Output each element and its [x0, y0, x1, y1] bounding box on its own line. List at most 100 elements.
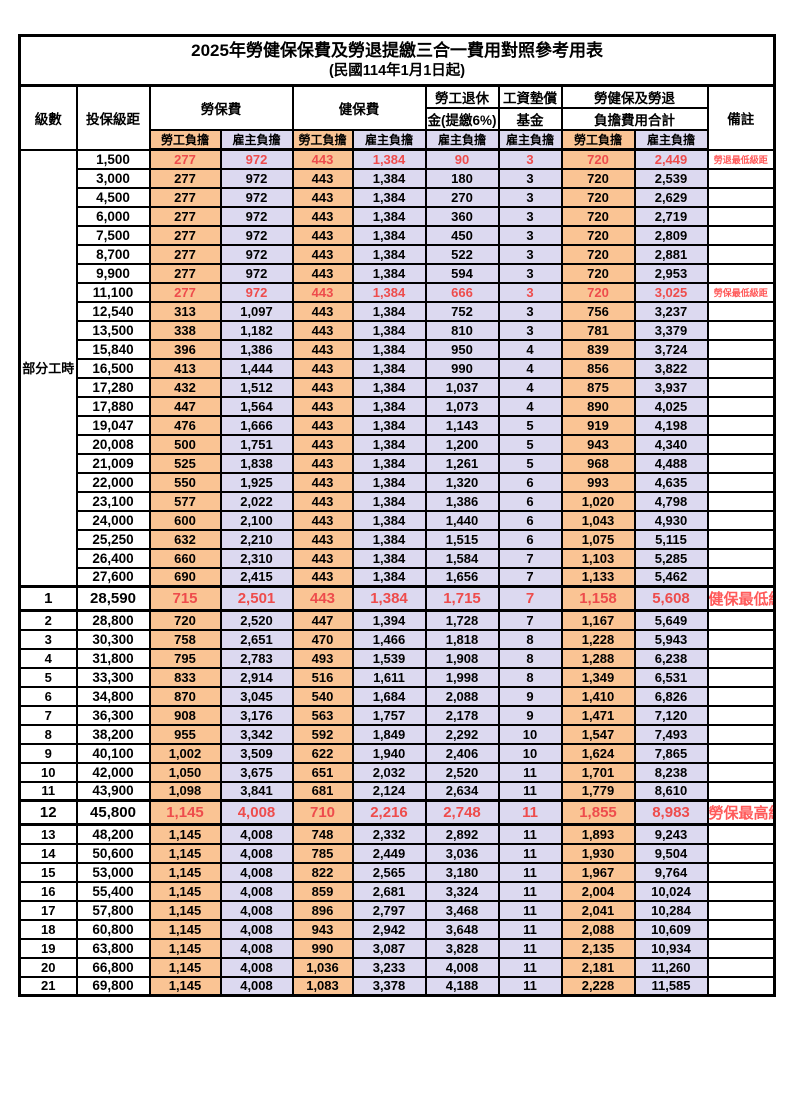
- total-employer-cell: 9,243: [633, 823, 709, 845]
- total-employee-cell: 720: [560, 281, 636, 303]
- health-employee-cell: 443: [291, 243, 354, 265]
- bracket-cell: 6,000: [75, 205, 151, 227]
- total-employer-cell: 8,610: [633, 780, 709, 802]
- health-employer-cell: 1,384: [351, 319, 427, 341]
- bracket-cell: 31,800: [75, 647, 151, 669]
- remark-cell: 健保最低級距: [706, 585, 776, 612]
- pension-employer-cell: 2,520: [424, 761, 500, 783]
- pension-employer-cell: 1,715: [424, 585, 500, 612]
- table-row: 7,500 277 972 443 1,384 450 3 720 2,809: [20, 224, 776, 246]
- fund-employer-cell: 4: [497, 357, 563, 379]
- total-employer-cell: 4,488: [633, 452, 709, 474]
- subheader-labor-employer: 雇主負擔: [219, 129, 294, 151]
- health-employer-cell: 1,611: [351, 666, 427, 688]
- total-employee-cell: 2,088: [560, 918, 636, 940]
- health-employee-cell: 493: [291, 647, 354, 669]
- level-cell: 4: [18, 647, 78, 669]
- table-row: 16 55,400 1,145 4,008 859 2,681 3,324 11 2,004 10…: [18, 880, 776, 902]
- table-row: 17,880 447 1,564 443 1,384 1,073 4 890 4,025: [20, 395, 776, 417]
- table-row: 3,000 277 972 443 1,384 180 3 720 2,539: [20, 167, 776, 189]
- labor-employer-cell: 4,008: [219, 937, 294, 959]
- group-label-cell: 部分工時: [18, 148, 78, 588]
- labor-employee-cell: 1,145: [148, 975, 222, 997]
- remark-cell: 勞保最高級距: [706, 799, 776, 826]
- pension-employer-cell: 752: [424, 300, 500, 322]
- health-employer-cell: 1,384: [351, 281, 427, 303]
- header-row-3: 勞工負擔 雇主負擔 勞工負擔 雇主負擔 雇主負擔 雇主負擔 勞工負擔 雇主負擔: [20, 129, 775, 151]
- remark-cell: [706, 186, 776, 208]
- table-row: 23,100 577 2,022 443 1,384 1,386 6 1,020 4,798: [20, 490, 776, 512]
- labor-employee-cell: 277: [148, 243, 222, 265]
- labor-employer-cell: 3,045: [219, 685, 294, 707]
- health-employer-cell: 2,216: [351, 799, 427, 826]
- labor-employer-cell: 972: [219, 243, 294, 265]
- remark-cell: [706, 899, 776, 921]
- remark-cell: [706, 628, 776, 650]
- total-employee-cell: 720: [560, 262, 636, 284]
- level-cell: 12: [18, 799, 78, 826]
- table-row: 22,000 550 1,925 443 1,384 1,320 6 993 4,635: [20, 471, 776, 493]
- total-employer-cell: 9,504: [633, 842, 709, 864]
- health-employee-cell: 990: [291, 937, 354, 959]
- pension-employer-cell: 450: [424, 224, 500, 246]
- level-cell: 3: [18, 628, 78, 650]
- subheader-fund-employer: 雇主負擔: [497, 129, 563, 151]
- pension-employer-cell: 950: [424, 338, 500, 360]
- remark-cell: [706, 842, 776, 864]
- labor-employee-cell: 1,145: [148, 956, 222, 978]
- bracket-cell: 55,400: [75, 880, 151, 902]
- total-employer-cell: 8,983: [633, 799, 709, 826]
- total-employee-cell: 720: [560, 148, 636, 170]
- table-row: 15,840 396 1,386 443 1,384 950 4 839 3,724: [20, 338, 776, 360]
- remark-cell: [706, 376, 776, 398]
- labor-employee-cell: 1,145: [148, 918, 222, 940]
- bracket-cell: 7,500: [75, 224, 151, 246]
- col-header-fund-line1: 工資墊償: [497, 84, 563, 109]
- labor-employee-cell: 396: [148, 338, 222, 360]
- table-row: 4,500 277 972 443 1,384 270 3 720 2,629: [20, 186, 776, 208]
- pension-employer-cell: 270: [424, 186, 500, 208]
- labor-employer-cell: 972: [219, 148, 294, 170]
- bracket-cell: 45,800: [75, 799, 151, 826]
- level-cell: 9: [18, 742, 78, 764]
- total-employee-cell: 1,075: [560, 528, 636, 550]
- total-employee-cell: 856: [560, 357, 636, 379]
- total-employee-cell: 1,930: [560, 842, 636, 864]
- bracket-cell: 4,500: [75, 186, 151, 208]
- fund-employer-cell: 3: [497, 148, 563, 170]
- labor-employee-cell: 720: [148, 609, 222, 631]
- labor-employee-cell: 1,145: [148, 880, 222, 902]
- total-employee-cell: 2,228: [560, 975, 636, 997]
- labor-employer-cell: 3,675: [219, 761, 294, 783]
- total-employee-cell: 720: [560, 243, 636, 265]
- health-employer-cell: 1,940: [351, 742, 427, 764]
- col-header-fund-line2: 基金: [497, 107, 563, 131]
- labor-employer-cell: 2,914: [219, 666, 294, 688]
- health-employer-cell: 1,757: [351, 704, 427, 726]
- fund-employer-cell: 8: [497, 647, 563, 669]
- table-row: 6,000 277 972 443 1,384 360 3 720 2,719: [20, 205, 776, 227]
- health-employee-cell: 443: [291, 433, 354, 455]
- table-row: 20 66,800 1,145 4,008 1,036 3,233 4,008 11 2,181…: [18, 956, 776, 978]
- col-header-level: 級數: [18, 84, 78, 151]
- total-employer-cell: 5,943: [633, 628, 709, 650]
- bracket-cell: 28,590: [75, 585, 151, 612]
- table-row: 12,540 313 1,097 443 1,384 752 3 756 3,237: [20, 300, 776, 322]
- health-employer-cell: 1,384: [351, 243, 427, 265]
- table-row: 10 42,000 1,050 3,675 651 2,032 2,520 11 1,701 8,…: [18, 761, 776, 783]
- labor-employee-cell: 577: [148, 490, 222, 512]
- health-employer-cell: 1,684: [351, 685, 427, 707]
- health-employee-cell: 443: [291, 300, 354, 322]
- table-row: 8,700 277 972 443 1,384 522 3 720 2,881: [20, 243, 776, 265]
- level-cell: 19: [18, 937, 78, 959]
- bracket-cell: 17,280: [75, 376, 151, 398]
- title-cell: 2025年勞健保保費及勞退提繳三合一費用對照參考用表 (民國114年1月1日起): [18, 34, 776, 87]
- health-employer-cell: 1,384: [351, 490, 427, 512]
- health-employee-cell: 681: [291, 780, 354, 802]
- total-employee-cell: 1,855: [560, 799, 636, 826]
- bracket-cell: 11,100: [75, 281, 151, 303]
- page-subtitle: (民國114年1月1日起): [328, 63, 466, 80]
- health-employee-cell: 896: [291, 899, 354, 921]
- health-employee-cell: 443: [291, 167, 354, 189]
- remark-cell: [706, 490, 776, 512]
